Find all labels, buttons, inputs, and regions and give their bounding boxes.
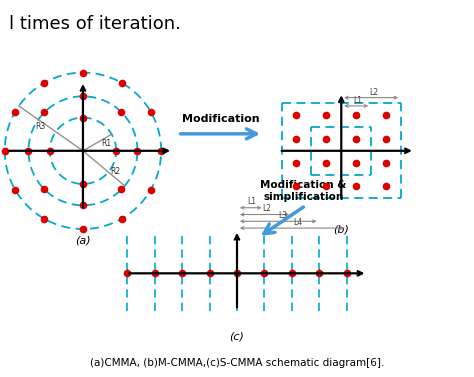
Text: L1: L1: [353, 96, 362, 105]
Text: l times of iteration.: l times of iteration.: [9, 15, 182, 33]
Text: L4: L4: [293, 218, 302, 227]
Text: (b): (b): [333, 224, 349, 234]
Text: (c): (c): [229, 332, 245, 342]
Text: R1: R1: [101, 139, 112, 148]
Text: (a): (a): [75, 236, 91, 246]
Text: Modification: Modification: [182, 114, 259, 124]
Text: L2: L2: [263, 204, 272, 213]
Text: R3: R3: [35, 122, 46, 130]
Text: Modification &
simplification: Modification & simplification: [260, 180, 346, 202]
Text: L2: L2: [369, 87, 378, 97]
Text: L3: L3: [278, 211, 287, 220]
Text: R2: R2: [110, 167, 120, 176]
Text: L1: L1: [247, 197, 256, 206]
Text: (a)CMMA, (b)M-CMMA,(c)S-CMMA schematic diagram[6].: (a)CMMA, (b)M-CMMA,(c)S-CMMA schematic d…: [90, 357, 384, 368]
